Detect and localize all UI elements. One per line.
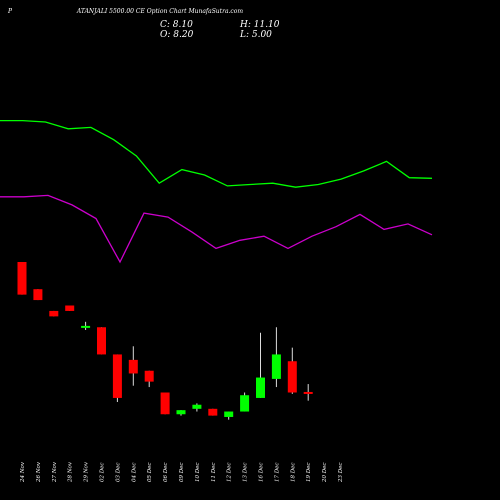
low-value: L: 5.00 (239, 30, 272, 40)
candle (176, 410, 186, 416)
x-tick-label: 13 Dec (243, 463, 249, 483)
x-tick-label: 16 Dec (259, 463, 265, 483)
x-tick-label: 23 Dec (338, 463, 344, 484)
x-tick-label: 27 Nov (52, 461, 58, 483)
candle-body (81, 325, 91, 328)
x-tick-label: 26 Nov (36, 461, 42, 483)
x-tick-label: 10 Dec (195, 463, 201, 483)
x-tick-label: 02 Dec (100, 463, 106, 483)
indicator-lines (0, 119, 433, 264)
open-value: O: 8.20 (160, 30, 194, 40)
close-value: C: 8.10 (160, 20, 193, 30)
candle (17, 262, 27, 295)
candle-body (112, 354, 122, 398)
candle (256, 332, 265, 398)
x-tick-label: 24 Nov (20, 461, 26, 483)
candle-body (240, 395, 250, 412)
x-tick-label: 04 Dec (131, 463, 137, 483)
x-tick-label: 12 Dec (227, 463, 233, 483)
candle (303, 384, 313, 401)
x-tick-label: 29 Nov (84, 461, 90, 483)
candle (128, 346, 138, 386)
candles (17, 262, 313, 420)
candle-body (271, 354, 281, 379)
candle-body (287, 361, 297, 393)
x-tick-label: 18 Dec (290, 463, 296, 483)
candle (160, 392, 170, 415)
candle-body (160, 392, 170, 415)
x-axis-labels: 24 Nov 26 Nov 27 Nov 28 Nov 29 Nov 02 Dec 03 D… (20, 461, 344, 483)
x-tick-label: 03 Dec (115, 463, 121, 483)
candle (240, 392, 250, 412)
x-tick-label: 20 Dec (322, 463, 328, 484)
chart-title: ATANJALI 5500.00 CE Option Chart MunafaS… (76, 8, 244, 15)
high-value: H: 11.10 (239, 20, 280, 30)
candle (81, 321, 91, 330)
candle-body (33, 289, 43, 301)
candle (224, 411, 234, 420)
candle (144, 370, 154, 388)
x-tick-label: 11 Dec (211, 463, 217, 483)
x-tick-label: 28 Nov (68, 461, 74, 483)
candle-body (49, 310, 59, 317)
upper-band-line (0, 119, 433, 188)
candle (97, 327, 106, 355)
candle (33, 289, 43, 301)
candle-body (97, 327, 106, 355)
candle-body (224, 411, 234, 417)
candle (287, 347, 297, 394)
x-tick-label: 09 Dec (179, 463, 185, 483)
candle-body (128, 359, 138, 374)
candle-body (17, 262, 27, 295)
candle (65, 305, 75, 311)
candle-body (65, 305, 75, 311)
candle-body (303, 391, 313, 394)
x-tick-label: 06 Dec (163, 463, 169, 483)
lower-band-line (0, 194, 433, 264)
candle (192, 403, 202, 412)
candle-body (176, 410, 186, 415)
candle (271, 327, 281, 388)
candle-body (208, 408, 218, 416)
candle-body (256, 377, 265, 398)
candle (112, 354, 122, 403)
x-tick-label: 17 Dec (274, 463, 280, 483)
x-tick-label: 05 Dec (147, 463, 153, 483)
candle-body (192, 404, 202, 409)
candle (208, 408, 218, 416)
x-tick-label: 19 Dec (306, 463, 312, 483)
chart-title-left: P (7, 8, 13, 15)
candle-body (144, 370, 154, 382)
candle (49, 310, 59, 317)
